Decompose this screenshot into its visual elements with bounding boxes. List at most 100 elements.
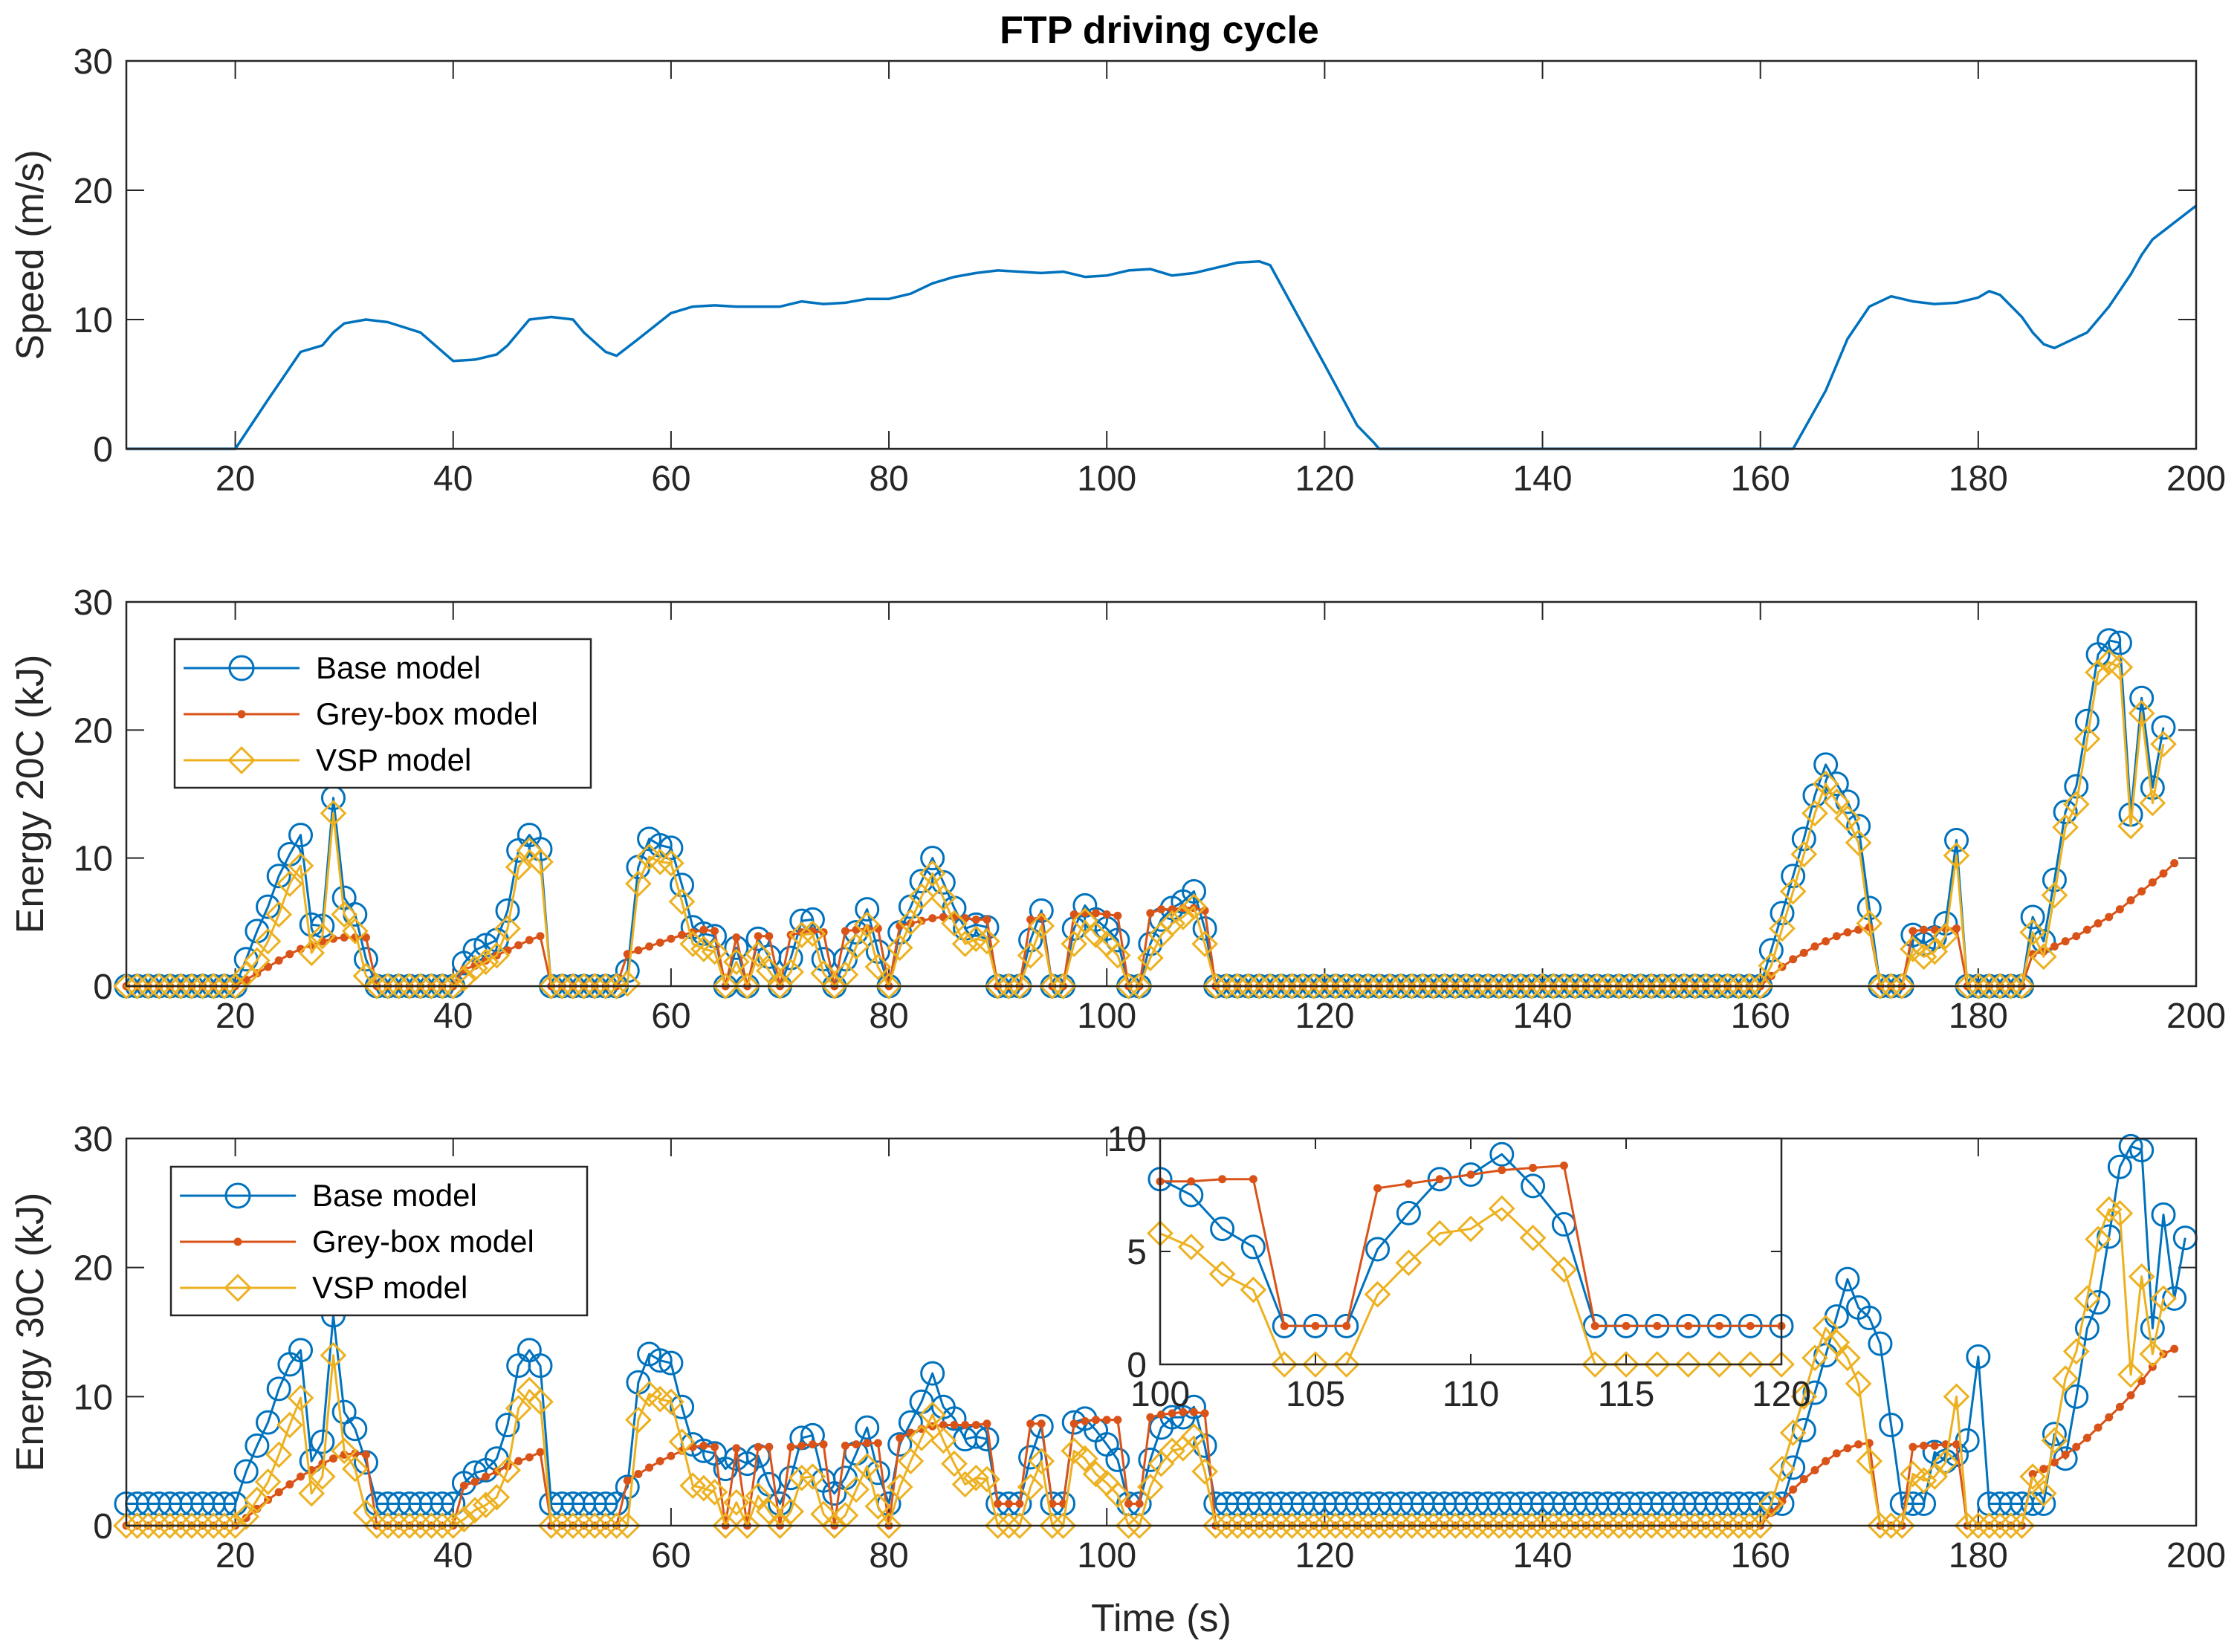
vsp-model-point (1550, 1512, 1578, 1539)
vsp-model-point (1039, 973, 1066, 1000)
base-model-point (1781, 864, 1806, 889)
grey-box-model-point (459, 1481, 468, 1490)
grey-box-model-point (1189, 1408, 1198, 1416)
vsp-model-point (1278, 973, 1306, 1000)
vsp-model-point (439, 973, 467, 1000)
legend-label: Base model (316, 650, 481, 685)
grey-box-model-point (699, 1441, 708, 1450)
base-model-point (1105, 927, 1130, 953)
vsp-model-point (1311, 1512, 1338, 1539)
x-tick-label: 180 (1949, 1536, 2008, 1575)
plot-frame (1159, 1137, 1783, 1366)
vsp-model-point (265, 901, 293, 928)
energy-20c-panel: 20 40 60 80 100 120 140 160 180 200 0 10 20 30 Energy … (9, 583, 2226, 1036)
base-model-point (920, 1361, 945, 1386)
vsp-model-point (603, 973, 630, 1000)
vsp-model-point (908, 1425, 935, 1451)
vsp-model-point (135, 973, 162, 1000)
vsp-model-point (2041, 881, 2068, 909)
vsp-model-point (897, 1448, 925, 1475)
grey-box-model-point (765, 932, 774, 941)
vsp-model-point (227, 746, 256, 774)
chart-title: FTP driving cycle (1000, 9, 1319, 52)
vsp-model-point (1431, 1512, 1458, 1539)
base-model-point (495, 1413, 520, 1438)
vsp-model-point (1834, 805, 1861, 832)
vsp-model-point (2117, 1361, 2144, 1388)
base-model-point (2118, 1133, 2143, 1159)
grey-box-model-point (754, 1442, 763, 1451)
vsp-model-point (1812, 1315, 1839, 1342)
vsp-model-point (1457, 1215, 1484, 1243)
x-tick-label: 80 (869, 1536, 908, 1575)
grey-box-model-point (1026, 1419, 1035, 1428)
x-tick-label: 40 (433, 997, 473, 1036)
vsp-model-point (1964, 973, 1992, 1000)
vsp-model-point (123, 1512, 151, 1539)
legend-label: Base model (312, 1178, 477, 1213)
vsp-model-point (1703, 1512, 1730, 1539)
series-line (126, 1208, 2165, 1527)
vsp-model-point (1006, 973, 1033, 1000)
vsp-model-point (679, 1472, 707, 1500)
vsp-model-point (1240, 1276, 1267, 1303)
grey-box-model-point (1069, 1419, 1078, 1428)
grey-box-model-point (1280, 1321, 1289, 1330)
vsp-model-point (2019, 919, 2047, 946)
vsp-model-point (494, 915, 521, 942)
vsp-model-point (843, 933, 870, 960)
base-model-point (1138, 1447, 1163, 1472)
vsp-model-point (341, 918, 369, 945)
vsp-model-point (712, 1512, 739, 1539)
vsp-model-point (668, 888, 696, 916)
vsp-model-point (1746, 1512, 1774, 1539)
grey-box-model-point (1930, 925, 1939, 934)
grey-box-model-point (1789, 1485, 1798, 1494)
vsp-model-point (537, 973, 565, 1000)
x-tick-label: 120 (1295, 997, 1354, 1036)
grey-box-model-point (1342, 1321, 1351, 1330)
vsp-model-point (1082, 1460, 1110, 1488)
grey-box-model-point (655, 938, 664, 947)
x-tick-label: 80 (869, 459, 908, 499)
vsp-model-point (581, 973, 609, 1000)
vsp-model-point (1671, 1512, 1697, 1539)
base-model-point (2107, 1154, 2132, 1179)
grey-box-model-point (1952, 1440, 1961, 1449)
vsp-model-point (1583, 1512, 1610, 1539)
vsp-model-point (1518, 973, 1545, 1000)
vsp-model-point (1474, 973, 1502, 1000)
vsp-model-point (1627, 1512, 1654, 1539)
grey-box-model-point (2050, 942, 2059, 951)
grey-box-model-point (678, 930, 687, 939)
vsp-model-point (722, 1489, 750, 1516)
vsp-model-point (1823, 1329, 1851, 1356)
base-model-point (1835, 1266, 1860, 1292)
grey-box-model-point (1498, 1166, 1506, 1175)
vsp-model-point (1681, 1512, 1709, 1539)
base-model-point (1018, 927, 1043, 953)
grey-box-model-point (2115, 1402, 2124, 1411)
vsp-model-point (1769, 915, 1796, 942)
legend-item: VSP model (184, 742, 471, 777)
vsp-model-point (374, 973, 401, 1000)
grey-box-model-point (961, 1421, 970, 1430)
legend-item: VSP model (180, 1270, 467, 1305)
vsp-model-point (1845, 1370, 1872, 1397)
base-model-point (1521, 1173, 1546, 1199)
vsp-model-point (211, 1512, 238, 1539)
vsp-model-point (1867, 1512, 1894, 1539)
plot-frame (125, 59, 2198, 450)
vsp-model-point (1365, 1512, 1393, 1539)
vsp-model-point (320, 1341, 347, 1369)
vsp-model-point (1932, 922, 1959, 950)
vsp-model-point (450, 965, 478, 992)
vsp-model-point (418, 973, 445, 1000)
vsp-model-point (244, 947, 271, 974)
vsp-model-point (1159, 1437, 1186, 1465)
x-tick-label: 80 (869, 997, 908, 1036)
base-model-point (245, 1433, 270, 1458)
vsp-model-point (135, 1512, 162, 1539)
x-tick-label: 200 (2166, 1536, 2226, 1575)
vsp-model-point (864, 953, 892, 981)
